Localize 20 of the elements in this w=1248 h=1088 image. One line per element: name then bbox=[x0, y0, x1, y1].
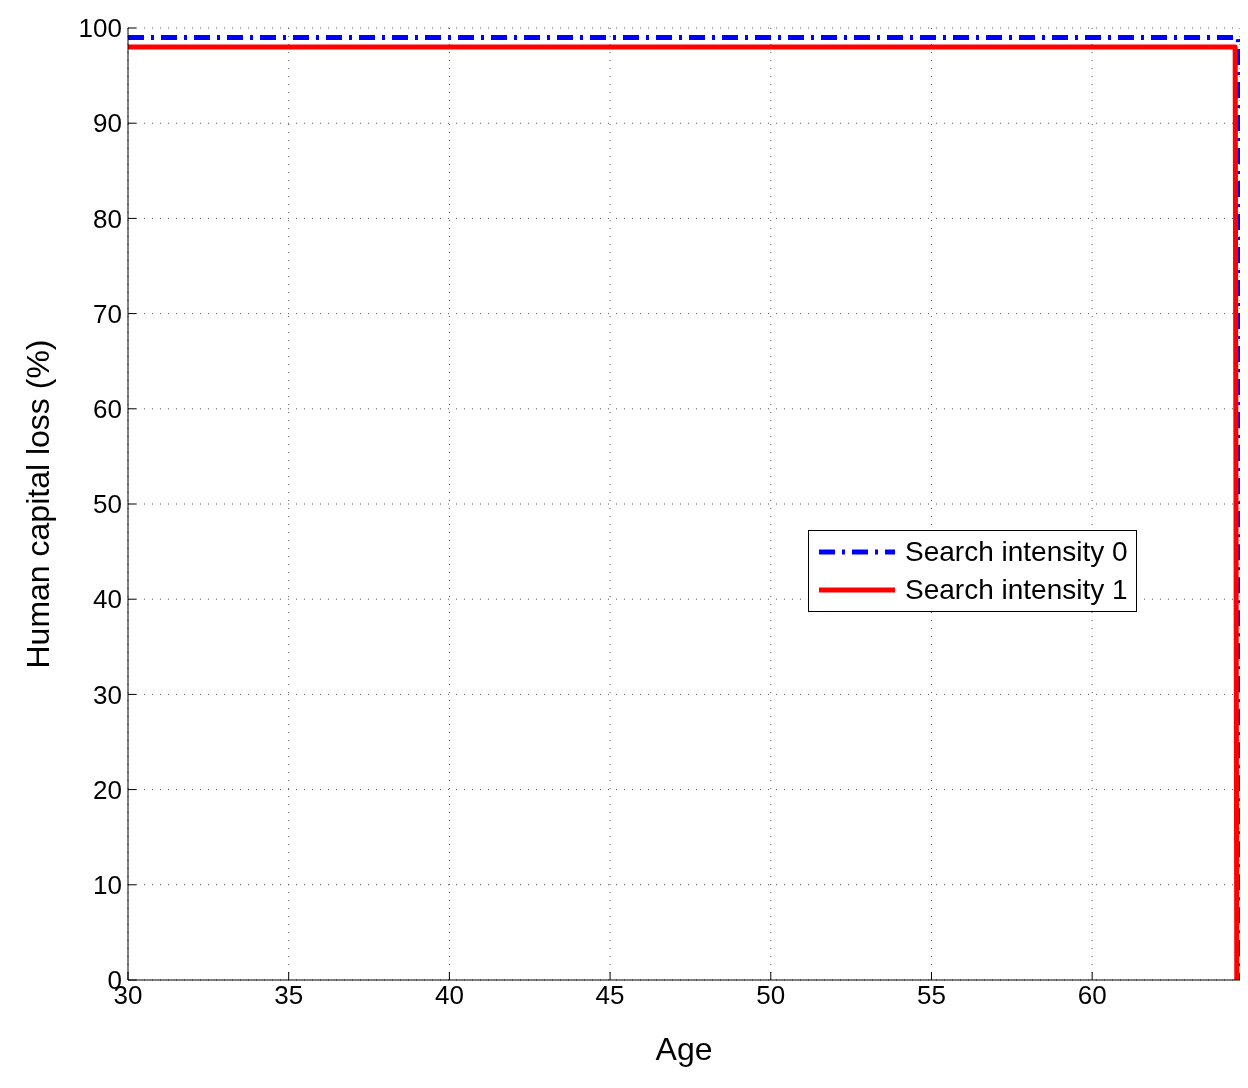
y-tick-label: 60 bbox=[93, 394, 122, 425]
y-tick-label: 40 bbox=[93, 584, 122, 615]
x-tick-label: 50 bbox=[756, 980, 786, 1011]
y-tick-label: 70 bbox=[93, 298, 122, 329]
x-tick-label: 55 bbox=[917, 980, 946, 1011]
y-axis-title: Human capital loss (%) bbox=[20, 339, 57, 669]
y-tick-label: 20 bbox=[93, 774, 122, 805]
y-tick-label: 30 bbox=[93, 679, 122, 710]
y-tick-label: 10 bbox=[93, 870, 122, 901]
x-tick-label: 40 bbox=[434, 980, 464, 1011]
x-tick-label: 60 bbox=[1077, 980, 1107, 1011]
x-axis-title: Age bbox=[655, 1031, 713, 1067]
x-tick-label: 35 bbox=[274, 980, 304, 1011]
y-tick-label: 50 bbox=[93, 489, 122, 520]
legend-label: Search intensity 1 bbox=[905, 573, 1128, 607]
y-tick-label: 80 bbox=[93, 203, 122, 234]
legend-label: Search intensity 0 bbox=[905, 535, 1128, 569]
x-tick-label: 45 bbox=[595, 980, 625, 1011]
y-tick-label: 90 bbox=[93, 108, 122, 139]
y-tick-label: 100 bbox=[78, 13, 122, 44]
